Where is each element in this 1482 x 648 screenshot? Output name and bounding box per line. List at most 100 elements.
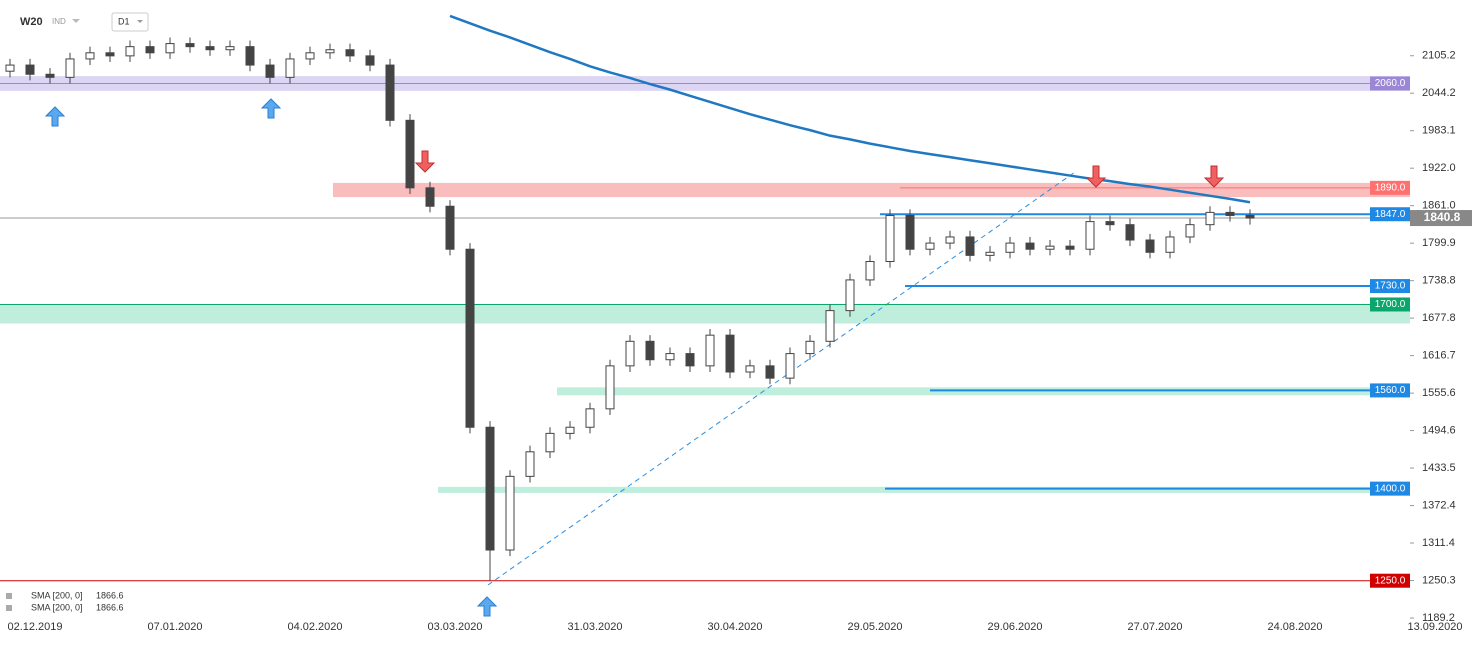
level-tag <box>1370 76 1410 91</box>
candle-body <box>1025 242 1035 250</box>
level-tag <box>1370 297 1410 312</box>
dropdown-icon <box>72 19 80 23</box>
candle-body <box>525 451 535 477</box>
candle-body <box>285 58 295 78</box>
candle-body <box>1165 236 1175 253</box>
down-arrows <box>414 150 1225 188</box>
candle-body <box>625 340 635 367</box>
candle-body <box>405 119 415 189</box>
candle-body <box>1245 214 1255 219</box>
candle-body <box>1145 239 1155 253</box>
x-tick-label: 04.02.2020 <box>287 621 342 633</box>
y-tick-label: 2105.2 <box>1422 50 1456 62</box>
x-tick-label: 07.01.2020 <box>147 621 202 633</box>
up-arrows <box>44 98 498 617</box>
candle-body <box>665 353 675 361</box>
candle-body <box>165 43 175 54</box>
candle-body <box>1005 242 1015 253</box>
candle-body <box>765 365 775 379</box>
level-label: 2060.0 <box>1375 78 1406 89</box>
x-tick-label: 13.09.2020 <box>1407 621 1462 633</box>
price-axis <box>1410 0 1482 643</box>
candle-body <box>1205 211 1215 226</box>
candle-body <box>325 49 335 54</box>
x-tick-label: 30.04.2020 <box>707 621 762 633</box>
level-tag <box>1370 383 1410 398</box>
x-tick-label: 24.08.2020 <box>1267 621 1322 633</box>
candle-body <box>785 353 795 379</box>
candle-body <box>565 426 575 434</box>
candle-body <box>905 214 915 250</box>
interval: D1 <box>118 16 130 26</box>
candle-body <box>985 251 995 256</box>
y-tick-label: 1616.7 <box>1422 350 1456 362</box>
y-tick-label: 1494.6 <box>1422 424 1456 436</box>
candle-body <box>805 340 815 355</box>
level-tag <box>1370 573 1410 588</box>
candle-body <box>385 64 395 121</box>
y-tick-label: 1433.5 <box>1422 462 1456 474</box>
interval-selector[interactable] <box>111 12 149 32</box>
y-tick-label: 1922.0 <box>1422 162 1456 174</box>
candle-body <box>5 64 15 72</box>
level-label: 1847.0 <box>1375 209 1406 220</box>
candle-body <box>345 49 355 57</box>
candle-body <box>125 46 135 57</box>
level-label: 1890.0 <box>1375 182 1406 193</box>
candle-body <box>445 205 455 250</box>
y-tick-label: 1861.0 <box>1422 200 1456 212</box>
y-tick-label: 1677.8 <box>1422 312 1456 324</box>
candle-body <box>1065 245 1075 250</box>
level-label: 1700.0 <box>1375 299 1406 310</box>
candle-body <box>1125 224 1135 241</box>
candle-body <box>45 73 55 78</box>
candle-body <box>705 334 715 367</box>
candle-body <box>885 214 895 263</box>
candle-body <box>205 46 215 51</box>
y-tick-label: 1738.8 <box>1422 275 1456 287</box>
x-tick-label: 03.03.2020 <box>427 621 482 633</box>
level-tag <box>1370 180 1410 195</box>
candle-body <box>485 426 495 551</box>
y-tick-label: 1799.9 <box>1422 237 1456 249</box>
candle-body <box>365 55 375 66</box>
x-tick-label: 29.06.2020 <box>987 621 1042 633</box>
sma-line <box>449 14 1251 204</box>
y-tick-label: 2044.2 <box>1422 87 1456 99</box>
candle-body <box>1225 211 1235 216</box>
candle-body <box>825 310 835 342</box>
y-tick-label: 1311.4 <box>1422 537 1455 549</box>
level-tag <box>1370 279 1410 294</box>
x-tick-label: 31.03.2020 <box>567 621 622 633</box>
candle-body <box>925 242 935 250</box>
candle-body <box>605 365 615 410</box>
level-tag <box>1370 207 1410 222</box>
last-price-label: 1840.8 <box>1424 210 1461 224</box>
y-tick-label: 1372.4 <box>1422 499 1456 511</box>
last-price-tag <box>1410 210 1472 227</box>
level-label: 1400.0 <box>1375 483 1406 494</box>
symbol-type: IND <box>52 17 66 26</box>
candle-body <box>545 432 555 453</box>
candle-body <box>685 353 695 367</box>
candle-body <box>245 46 255 66</box>
candle-body <box>745 365 755 373</box>
candle-body <box>1085 221 1095 250</box>
symbol: W20 <box>20 16 43 28</box>
candle-body <box>265 64 275 78</box>
trend-line <box>487 171 1076 586</box>
candle-body <box>945 236 955 244</box>
candle-body <box>145 46 155 54</box>
candle-body <box>645 340 655 361</box>
candle-body <box>725 334 735 373</box>
candle-body <box>505 475 515 551</box>
zone <box>333 182 1410 198</box>
legend-name: SMA [200, 0] <box>31 602 83 612</box>
candle-body <box>1105 221 1115 226</box>
candle-body <box>1045 245 1055 250</box>
dropdown-icon <box>137 20 143 23</box>
y-tick-label: 1189.2 <box>1422 612 1455 624</box>
legend-icon <box>6 605 12 611</box>
candle-body <box>105 52 115 57</box>
